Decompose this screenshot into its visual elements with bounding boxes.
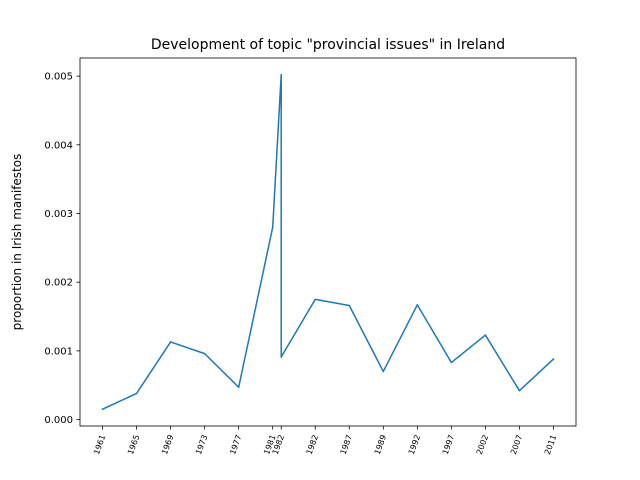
data-point	[280, 74, 282, 76]
y-tick-label: 0.001	[44, 346, 73, 357]
data-point	[237, 386, 240, 389]
data-point	[416, 304, 419, 306]
chart-title: Development of topic "provincial issues"…	[151, 37, 505, 53]
data-point	[101, 408, 104, 410]
plot-frame	[79, 57, 577, 427]
plot-area	[101, 74, 555, 411]
y-tick-label: 0.005	[44, 72, 73, 83]
data-point	[271, 226, 274, 228]
y-axis-label: proportion in Irish manifestos	[10, 154, 24, 331]
data-point	[484, 334, 487, 336]
data-point	[552, 358, 555, 360]
data-point	[382, 370, 385, 373]
y-tick-label: 0.003	[44, 209, 73, 220]
series-line	[101, 74, 555, 411]
y-tick-label: 0.002	[44, 278, 73, 289]
y-axis: 0.000 0.001 0.002 0.003 0.004 0.005	[44, 72, 80, 426]
data-point	[518, 389, 521, 392]
data-point	[348, 304, 351, 307]
data-point	[314, 298, 316, 301]
data-point	[450, 361, 453, 364]
data-point	[169, 341, 172, 343]
y-tick-label: 0.000	[44, 415, 73, 426]
y-tick-label: 0.004	[44, 140, 73, 151]
data-point	[280, 356, 282, 358]
data-point	[203, 352, 206, 355]
data-point	[135, 392, 138, 395]
